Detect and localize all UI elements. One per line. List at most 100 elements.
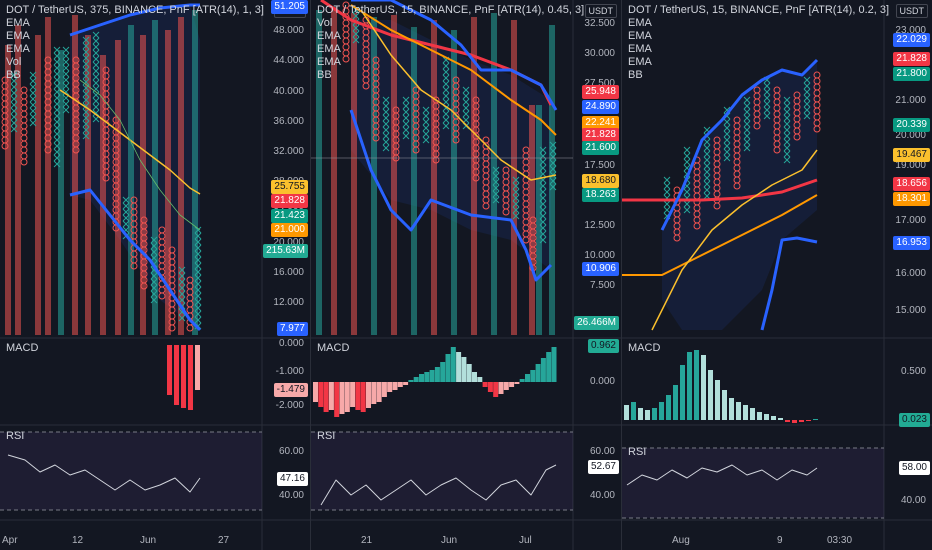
panel-divider[interactable] xyxy=(621,0,622,550)
pnf-x-mark xyxy=(150,278,158,286)
pnf-x-mark xyxy=(62,76,70,84)
pnf-x-mark xyxy=(402,96,410,104)
pnf-x-mark xyxy=(442,74,450,82)
chart-panel-1[interactable]: DOT / TetherUS, 375, BINANCE, PnF [ATR(1… xyxy=(0,0,310,550)
pnf-o-mark xyxy=(773,146,781,154)
macd-histogram-bar xyxy=(461,357,467,382)
pnf-x-mark xyxy=(53,154,61,162)
pnf-x-mark xyxy=(402,120,410,128)
macd-histogram-bar xyxy=(376,382,382,402)
price-badge: 21.600 xyxy=(582,141,619,155)
macd-histogram-bar xyxy=(360,382,366,412)
macd-histogram-bar xyxy=(440,362,446,382)
chart-panel-2[interactable]: DOT / TetherUS, 15, BINANCE, PnF [ATR(14… xyxy=(311,0,621,550)
macd-histogram-bar xyxy=(313,382,318,402)
pnf-x-mark xyxy=(683,146,691,154)
pnf-x-mark xyxy=(783,150,791,158)
pnf-x-mark xyxy=(194,298,202,306)
pnf-x-mark xyxy=(92,97,100,105)
pnf-x-mark xyxy=(10,107,18,115)
pnf-x-mark xyxy=(194,274,202,282)
volume-bar xyxy=(115,40,121,335)
pnf-x-mark xyxy=(763,88,771,96)
chart-canvas-1[interactable] xyxy=(0,0,310,550)
chart-canvas-3[interactable] xyxy=(622,0,932,550)
pnf-x-mark xyxy=(382,114,390,122)
volume-bar xyxy=(140,35,146,335)
macd-histogram-bar xyxy=(323,382,329,412)
pnf-x-mark xyxy=(53,106,61,114)
macd-histogram-bar xyxy=(687,352,692,420)
volume-bar xyxy=(192,10,198,335)
pnf-x-mark xyxy=(743,114,751,122)
pnf-o-mark xyxy=(713,202,721,210)
pnf-x-mark xyxy=(62,58,70,66)
currency-label[interactable]: USDT xyxy=(584,4,617,18)
macd-histogram-bar xyxy=(813,419,818,420)
rsi-axis-tick: 40.00 xyxy=(900,495,926,506)
price-badge: 18.301 xyxy=(893,192,930,206)
bollinger-upper xyxy=(351,0,558,111)
price-badge: 21.800 xyxy=(893,67,930,81)
price-badge: 18.680 xyxy=(582,174,619,188)
pnf-x-mark xyxy=(29,89,37,97)
pnf-x-mark xyxy=(683,152,691,160)
pnf-x-mark xyxy=(723,124,731,132)
pnf-x-mark xyxy=(382,126,390,134)
pnf-x-mark xyxy=(194,226,202,234)
price-axis-tick: 7.500 xyxy=(589,280,615,291)
price-badge: 7.977 xyxy=(276,322,308,336)
macd-histogram-bar xyxy=(498,382,504,394)
pnf-o-mark xyxy=(140,282,148,290)
pnf-x-mark xyxy=(803,82,811,90)
rsi-line xyxy=(320,464,557,506)
macd-histogram-bar xyxy=(778,418,783,420)
pnf-x-mark xyxy=(402,132,410,140)
pnf-x-mark xyxy=(512,206,520,214)
pnf-x-mark xyxy=(92,43,100,51)
volume-bar xyxy=(128,25,134,335)
pnf-x-mark xyxy=(783,156,791,164)
pnf-x-mark xyxy=(442,98,450,106)
pnf-x-mark xyxy=(122,196,130,204)
macd-histogram-bar xyxy=(445,354,451,382)
rsi-label: RSI xyxy=(317,430,336,442)
pnf-x-mark xyxy=(539,146,547,154)
pnf-x-mark xyxy=(763,94,771,102)
pnf-x-mark xyxy=(82,54,90,62)
pnf-o-mark xyxy=(20,122,28,130)
pnf-x-mark xyxy=(703,174,711,182)
pnf-x-mark xyxy=(10,89,18,97)
pnf-x-mark xyxy=(92,67,100,75)
volume-bar xyxy=(15,25,21,335)
pnf-x-mark xyxy=(82,96,90,104)
pnf-x-mark xyxy=(29,95,37,103)
panel-divider[interactable] xyxy=(310,0,311,550)
pnf-x-mark xyxy=(422,130,430,138)
chart-panel-3[interactable]: DOT / TetherUS, 15, BINANCE, PnF [ATR(14… xyxy=(622,0,932,550)
pnf-x-mark xyxy=(803,100,811,108)
pnf-o-mark xyxy=(20,128,28,136)
bollinger-lower xyxy=(760,236,818,331)
pnf-x-mark xyxy=(703,138,711,146)
time-axis-tick: 21 xyxy=(361,535,373,546)
pnf-o-mark xyxy=(342,55,350,63)
currency-label[interactable]: USDT xyxy=(895,4,928,18)
pnf-x-mark xyxy=(82,60,90,68)
pnf-x-mark xyxy=(92,109,100,117)
pnf-x-mark xyxy=(442,68,450,76)
pnf-o-mark xyxy=(753,122,761,130)
chart-canvas-2[interactable] xyxy=(311,0,621,550)
pnf-x-mark xyxy=(92,49,100,57)
pnf-x-mark xyxy=(803,76,811,84)
volume-bar xyxy=(331,7,337,335)
pnf-x-mark xyxy=(92,79,100,87)
macd-histogram-bar xyxy=(708,370,713,420)
pnf-x-mark xyxy=(382,102,390,110)
pnf-x-mark xyxy=(53,136,61,144)
price-badge: 24.890 xyxy=(582,100,619,114)
pnf-x-mark xyxy=(512,200,520,208)
pnf-o-mark xyxy=(733,182,741,190)
volume-bar xyxy=(100,55,106,335)
macd-value-badge: 0.962 xyxy=(587,339,619,353)
